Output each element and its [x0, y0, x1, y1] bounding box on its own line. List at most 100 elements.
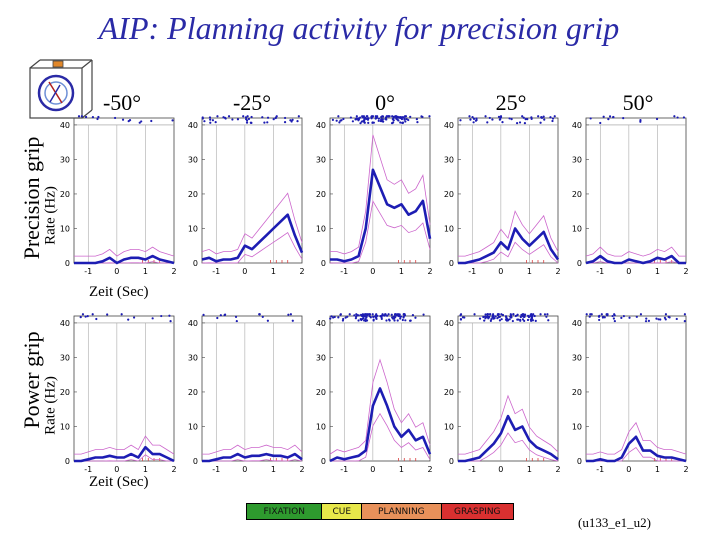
confidence-band — [586, 261, 686, 264]
raster-spike — [370, 115, 373, 118]
raster-spike — [359, 122, 362, 125]
x-tick-label: 1 — [527, 267, 532, 276]
y-tick-label: 10 — [188, 224, 198, 233]
raster-spike — [411, 314, 415, 317]
raster-spike — [331, 118, 334, 121]
raster-spike — [601, 316, 604, 319]
confidence-band — [458, 394, 559, 455]
raster-spike — [673, 115, 676, 118]
x-tick-label: 2 — [299, 267, 304, 276]
raster-spike — [510, 315, 513, 319]
y-tick-label: 0 — [577, 259, 582, 268]
raster-spike — [250, 115, 253, 119]
raster-spike — [612, 317, 615, 320]
raster-spike — [543, 313, 547, 316]
x-tick-label: -1 — [212, 465, 220, 474]
raster-spike — [377, 119, 380, 122]
y-tick-label: 20 — [188, 190, 198, 199]
raster-spike — [380, 115, 383, 119]
raster-spike — [127, 318, 130, 321]
raster-spike — [484, 317, 487, 320]
x-tick-label: 0 — [370, 267, 375, 276]
raster-spike — [211, 119, 215, 122]
raster-spike — [201, 117, 204, 120]
y-tick-label: 10 — [572, 224, 582, 233]
raster-spike — [399, 315, 402, 318]
raster-spike — [297, 115, 300, 118]
confidence-band — [74, 454, 174, 462]
y-tick-label: 30 — [188, 353, 198, 362]
x-tick-label: 2 — [427, 267, 432, 276]
raster-spike — [472, 117, 476, 120]
raster-spike — [505, 316, 508, 319]
raster-spike — [644, 320, 648, 323]
raster-spike — [496, 313, 499, 316]
y-tick-label: 30 — [444, 353, 454, 362]
raster-spike — [461, 316, 465, 319]
raster-spike — [140, 120, 143, 123]
confidence-band — [202, 444, 303, 455]
firing-rate-line — [330, 168, 432, 263]
raster-spike — [372, 319, 375, 322]
raster-spike — [357, 314, 360, 317]
x-tick-label: 1 — [655, 267, 660, 276]
raster-spike — [416, 121, 419, 124]
raster-spike — [676, 116, 679, 119]
x-tick-label: -1 — [340, 465, 348, 474]
raster-spike — [409, 319, 412, 322]
raster-spike — [499, 116, 503, 119]
raster-spike — [519, 319, 522, 322]
raster-spike — [203, 120, 206, 123]
raster-spike — [354, 317, 357, 320]
raster-spike — [247, 117, 251, 121]
y-tick-label: 0 — [321, 259, 326, 268]
confidence-band — [74, 246, 175, 257]
raster-spike — [287, 313, 290, 316]
y-tick-label: 0 — [577, 457, 582, 466]
raster-spike — [585, 313, 588, 316]
raster-spike — [492, 314, 495, 318]
x-tick-label: 2 — [683, 267, 688, 276]
raster-spike — [375, 116, 379, 119]
x-tick-label: 0 — [626, 267, 631, 276]
raster-spike — [330, 315, 333, 318]
confidence-band — [586, 421, 687, 455]
raster-spike — [602, 115, 605, 118]
y-tick-label: 10 — [572, 422, 582, 431]
raster-spike — [385, 314, 389, 317]
raster-spike — [486, 121, 489, 124]
raster-spike — [516, 318, 519, 321]
y-tick-label: 0 — [449, 259, 454, 268]
y-tick-label: 40 — [60, 319, 70, 328]
raster-spike — [501, 121, 504, 124]
raster-spike — [546, 313, 549, 316]
y-tick-label: 20 — [60, 190, 70, 199]
raster-spike — [396, 118, 399, 121]
raster-spike — [682, 116, 686, 119]
raster-spike — [547, 319, 550, 322]
confidence-band — [458, 210, 559, 257]
raster-spike — [607, 117, 610, 121]
raster-spike — [645, 317, 648, 320]
raster-spike — [91, 116, 95, 119]
raster-spike — [620, 316, 623, 319]
x-tick-label: -1 — [596, 465, 604, 474]
y-tick-label: 0 — [321, 457, 326, 466]
raster-spike — [355, 117, 359, 120]
confidence-band — [74, 435, 175, 455]
firing-rate-line — [74, 254, 175, 265]
raster-spike — [266, 116, 270, 119]
legend-cue: CUE — [322, 504, 363, 519]
y-tick-label: 0 — [65, 457, 70, 466]
y-tick-label: 10 — [60, 422, 70, 431]
raster-spike — [530, 319, 533, 322]
raster-spike — [613, 313, 616, 316]
y-tick-label: 0 — [193, 457, 198, 466]
raster-spike — [508, 117, 511, 120]
y-tick-label: 40 — [444, 121, 454, 130]
y-tick-label: 40 — [316, 121, 326, 130]
raster-spike — [667, 315, 670, 318]
raster-spike — [530, 317, 534, 320]
raster-spike — [357, 117, 360, 120]
firing-rate-line — [329, 387, 432, 463]
